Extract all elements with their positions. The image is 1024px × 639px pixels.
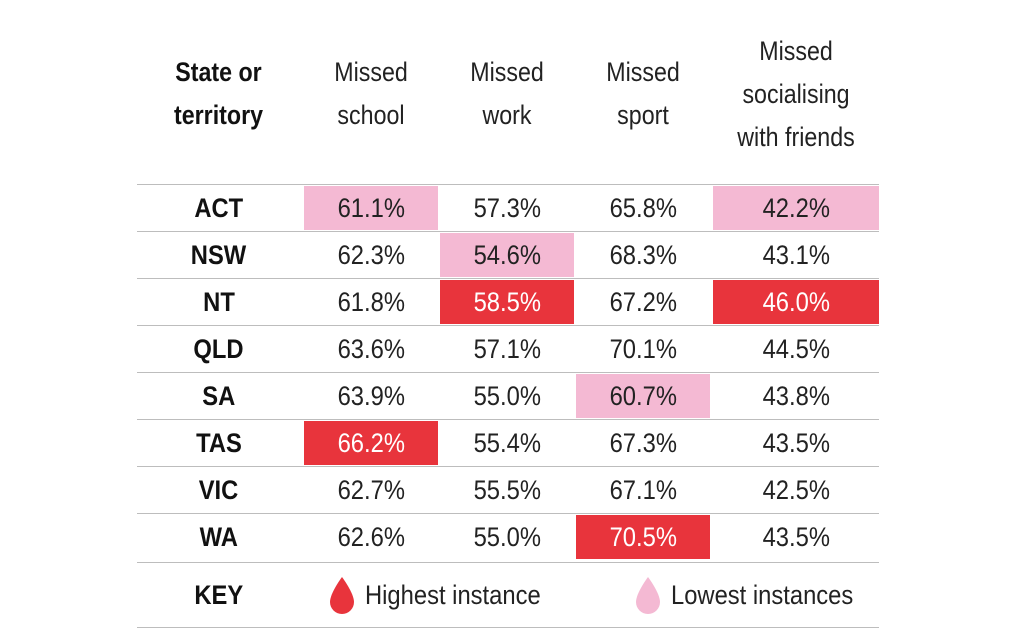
- table-row: ACT 61.1% 57.3% 65.8% 42.2%: [137, 184, 879, 231]
- value-cell: 43.8%: [762, 380, 830, 411]
- pink-drop-icon: [636, 577, 660, 614]
- value-cell: 70.1%: [609, 333, 677, 364]
- value-cell: 63.9%: [337, 380, 405, 411]
- value-cell: 68.3%: [609, 239, 677, 270]
- value-cell: 43.5%: [762, 521, 830, 552]
- value-cell: 60.7%: [576, 374, 710, 418]
- value-cell: 55.0%: [473, 380, 541, 411]
- value-cell: 55.5%: [473, 474, 541, 505]
- key-highest-label: Highest instance: [365, 579, 541, 610]
- key-row: KEY Highest instance Lowest instances: [137, 562, 879, 628]
- value-cell: 67.2%: [609, 286, 677, 317]
- state-cell: VIC: [198, 474, 239, 505]
- state-cell: ACT: [194, 192, 243, 223]
- table-row: NSW 62.3% 54.6% 68.3% 43.1%: [137, 231, 879, 278]
- value-cell: 62.7%: [337, 474, 405, 505]
- key-highest: Highest instance: [327, 563, 565, 627]
- data-table: State or territory Missed school Missed wo…: [137, 0, 879, 639]
- value-cell: 42.2%: [713, 186, 879, 230]
- column-header: State or territory: [173, 57, 264, 130]
- value-cell: 61.1%: [304, 186, 438, 230]
- state-cell: QLD: [193, 333, 244, 364]
- state-cell: NT: [202, 286, 235, 317]
- column-header: Missed work: [470, 57, 544, 130]
- table-row: SA 63.9% 55.0% 60.7% 43.8%: [137, 372, 879, 419]
- value-cell: 55.4%: [473, 427, 541, 458]
- key-label: KEY: [194, 579, 243, 610]
- table-row: WA 62.6% 55.0% 70.5% 43.5%: [137, 513, 879, 560]
- key-lowest-label: Lowest instances: [671, 579, 854, 610]
- state-cell: SA: [201, 380, 235, 411]
- table-row: VIC 62.7% 55.5% 67.1% 42.5%: [137, 466, 879, 513]
- value-cell: 67.1%: [609, 474, 677, 505]
- table-row: TAS 66.2% 55.4% 67.3% 43.5%: [137, 419, 879, 466]
- value-cell: 62.6%: [337, 521, 405, 552]
- value-cell: 62.3%: [337, 239, 405, 270]
- key-lowest: Lowest instances: [633, 563, 878, 627]
- value-cell: 65.8%: [609, 192, 677, 223]
- value-cell: 63.6%: [337, 333, 405, 364]
- value-cell: 66.2%: [304, 421, 438, 465]
- value-cell: 58.5%: [440, 280, 574, 324]
- state-cell: TAS: [195, 427, 242, 458]
- value-cell: 70.5%: [576, 515, 710, 559]
- table-row: QLD 63.6% 57.1% 70.1% 44.5%: [137, 325, 879, 372]
- value-cell: 57.1%: [473, 333, 541, 364]
- table-row: NT 61.8% 58.5% 67.2% 46.0%: [137, 278, 879, 325]
- value-cell: 44.5%: [762, 333, 830, 364]
- value-cell: 46.0%: [713, 280, 879, 324]
- state-cell: WA: [199, 521, 238, 552]
- state-cell: NSW: [190, 239, 247, 270]
- value-cell: 54.6%: [440, 233, 574, 277]
- column-header: Missed sport: [606, 57, 680, 130]
- value-cell: 55.0%: [473, 521, 541, 552]
- value-cell: 57.3%: [473, 192, 541, 223]
- column-header: Missed socialising with friends: [737, 35, 855, 152]
- value-cell: 61.8%: [337, 286, 405, 317]
- value-cell: 43.1%: [762, 239, 830, 270]
- value-cell: 43.5%: [762, 427, 830, 458]
- red-drop-icon: [330, 577, 354, 614]
- column-header: Missed school: [334, 57, 408, 130]
- value-cell: 42.5%: [762, 474, 830, 505]
- value-cell: 67.3%: [609, 427, 677, 458]
